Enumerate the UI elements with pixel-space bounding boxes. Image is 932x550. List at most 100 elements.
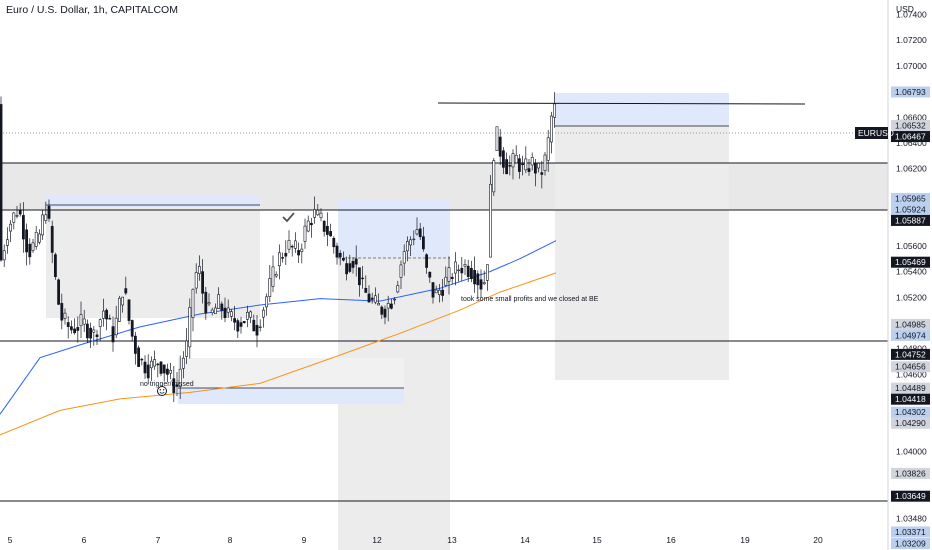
price-tag[interactable]: 1.05924 — [891, 203, 930, 215]
candle — [265, 293, 269, 316]
candle — [124, 276, 128, 296]
time-axis-label: 7 — [156, 535, 161, 545]
candle — [159, 360, 163, 377]
moving-average-line-2 — [0, 272, 557, 436]
candle — [489, 175, 493, 258]
price-tag[interactable]: 1.04985 — [891, 318, 930, 330]
level-line-top[interactable] — [437, 102, 806, 105]
candle — [252, 314, 256, 332]
candle — [230, 309, 233, 322]
price-tag[interactable]: 1.05887 — [891, 214, 930, 226]
candle — [309, 217, 313, 238]
candle — [50, 220, 54, 264]
candle — [357, 267, 361, 297]
candle — [348, 254, 352, 273]
candle — [319, 208, 323, 222]
candle — [169, 362, 173, 380]
price-tag-label: 1.03826 — [895, 468, 926, 478]
candle — [226, 299, 230, 318]
candle — [274, 271, 278, 278]
price-tag[interactable]: 1.04302 — [891, 406, 930, 418]
price-tag[interactable]: 1.04290 — [891, 417, 930, 429]
time-axis-labels[interactable]: 5 6 7 8 9 12 13 14 15 16 19 20 — [8, 535, 823, 545]
candle — [457, 264, 461, 282]
price-tag[interactable]: 1.06532 — [891, 120, 930, 132]
price-tag[interactable]: 1.03371 — [891, 526, 930, 538]
candle — [402, 244, 406, 276]
candle — [476, 270, 480, 299]
price-tag-label: 1.04752 — [895, 349, 926, 359]
price-tag[interactable]: 1.04489 — [891, 382, 930, 394]
candle — [134, 331, 137, 365]
price-tag[interactable]: 1.05965 — [891, 192, 930, 204]
candle — [517, 154, 521, 179]
candle — [76, 316, 80, 343]
price-tag-label: 1.05469 — [895, 257, 926, 267]
candle — [47, 199, 51, 222]
price-tag[interactable]: 1.04418 — [891, 393, 930, 405]
candle — [479, 269, 483, 299]
candle — [114, 305, 118, 339]
candle — [418, 222, 422, 240]
candle — [396, 280, 400, 294]
price-tag[interactable]: 1.04656 — [891, 361, 930, 373]
candle — [329, 223, 333, 237]
candle — [60, 293, 64, 330]
candle — [540, 160, 544, 189]
candle — [9, 220, 13, 243]
candle — [188, 298, 192, 359]
price-axis-labels: 1.07400 1.07200 1.07000 1.06600 1.06400 1.062… — [896, 9, 927, 550]
candle — [198, 255, 201, 281]
annotation-no-trigger: no trigger/missed — [140, 381, 194, 388]
candle — [185, 328, 189, 365]
price-tag[interactable]: 1.03826 — [891, 467, 930, 479]
candle — [354, 245, 358, 277]
price-tag[interactable]: 1.04974 — [891, 329, 930, 341]
candle — [386, 295, 390, 322]
price-tag[interactable]: 1.05469 — [891, 256, 930, 268]
candle — [220, 301, 224, 320]
candle — [0, 96, 3, 262]
candle — [428, 271, 432, 283]
candle — [444, 266, 448, 287]
check-icon — [282, 212, 295, 223]
candle — [553, 92, 557, 128]
candle — [182, 351, 185, 379]
candle — [156, 362, 160, 378]
candle — [284, 240, 288, 265]
price-tag-label: 1.04302 — [895, 407, 926, 417]
moving-average-line-1 — [0, 240, 557, 415]
price-tag[interactable]: 1.04752 — [891, 348, 930, 360]
candle — [325, 212, 329, 247]
candle — [12, 211, 16, 230]
candle — [137, 345, 141, 367]
candle — [335, 242, 339, 265]
price-tag[interactable]: 1.03209 — [891, 538, 930, 549]
candle — [508, 155, 512, 176]
time-axis-label: 14 — [520, 535, 530, 545]
candle — [95, 329, 99, 346]
candle — [377, 293, 381, 306]
candle — [322, 220, 326, 237]
zone-low-gray — [178, 358, 404, 388]
candle — [421, 226, 425, 252]
price-tag-label: 1.04418 — [895, 394, 926, 404]
candle — [268, 264, 272, 303]
zone-low-blue — [178, 388, 404, 404]
price-tag[interactable]: 1.03649 — [891, 490, 930, 502]
price-axis-label: 1.06600 — [896, 112, 927, 122]
price-tag[interactable]: 1.06793 — [891, 86, 930, 98]
price-tag[interactable]: 1.06467 — [891, 131, 930, 143]
candle — [399, 260, 403, 290]
price-tag-label: 1.03649 — [895, 491, 926, 501]
candle — [214, 303, 217, 314]
price-axis-label: 1.07000 — [896, 61, 927, 71]
symbol-tag[interactable]: EURUSD — [855, 127, 894, 139]
candle — [437, 283, 441, 303]
price-tag-label: 1.03209 — [895, 539, 926, 549]
candle — [41, 209, 45, 240]
candle — [246, 305, 249, 328]
candle — [66, 316, 70, 339]
candle — [201, 259, 205, 304]
